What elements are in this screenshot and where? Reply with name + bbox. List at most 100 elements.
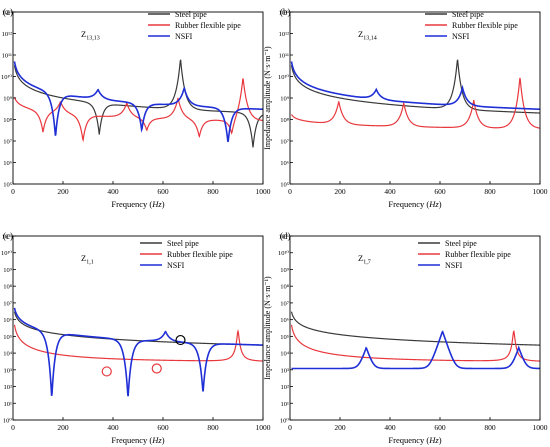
x-tick-label: 600 [157,187,169,196]
legend-entry-0: Steel pipe [167,239,199,248]
y-tick-label: 10⁷ [3,139,12,146]
y-tick-label: 10¹ [4,401,13,408]
y-tick-label: 10⁵ [3,182,12,189]
inner-curve-label: Z13,13 [81,29,100,42]
legend: Steel pipe Rubber flexible pipe NSFI [140,239,233,270]
x-tick-label: 200 [57,423,69,432]
series-line-1 [290,77,540,129]
y-tick-label: 10¹² [279,31,289,38]
y-tick-label: 10¹¹ [279,234,289,241]
x-tick-label: 800 [207,187,219,196]
y-tick-label: 10⁸ [3,117,13,124]
series-line-2 [13,307,263,397]
y-tick-label: 10¹³ [2,10,12,17]
y-tick-label: 10⁹ [3,267,13,274]
x-axis-label: Frequency (Hz) [388,435,441,445]
y-tick-label: 10⁶ [280,160,289,167]
x-tick-label: 800 [484,187,496,196]
series-line-2 [13,61,263,143]
y-tick-label: 10³ [281,367,290,374]
x-tick-label: 0 [11,187,15,196]
panel-label: (b) [280,7,291,17]
y-axis-label: Impedance amplitude (N·s·m⁻¹) [263,46,272,150]
y-tick-label: 10⁸ [280,284,290,291]
annotation-circle-2 [151,363,162,374]
series-line-2 [291,330,540,370]
y-tick-label: 10⁵ [280,334,289,341]
chart-panel-1: 0 200 400 600 800 1000 10⁵ 10⁶ 10⁷ 10⁸ 10⁹ 10¹⁰ 10¹¹… [263,7,548,209]
x-tick-label: 0 [288,187,292,196]
y-tick-label: 10⁷ [3,300,12,307]
legend-entry-1: Rubber flexible pipe [445,250,511,259]
inner-curve-label: Z1,1 [81,253,94,266]
x-tick-label: 800 [207,423,219,432]
y-tick-label: 10⁶ [280,317,289,324]
y-tick-label: 10² [281,384,290,391]
inner-curve-label: Z1,7 [358,253,371,266]
x-tick-label: 1000 [533,423,548,432]
x-tick-label: 0 [288,423,292,432]
y-axis-label: Impedance amplitude (N·s·m⁻¹) [263,276,272,380]
panel-label: (c) [3,231,13,241]
legend-entry-2: NSFI [175,32,193,41]
chart-panel-3: 0 200 400 600 800 1000 10⁰ 10¹ 10² 10³ 10⁴ 10⁵ 10⁶ 10… [263,231,548,445]
x-axis-label: Frequency (Hz) [111,199,164,209]
x-tick-label: 1000 [256,187,271,196]
plot-frame [12,235,264,421]
annotation-circle-1 [101,366,112,377]
y-tick-label: 10¹¹ [2,234,12,241]
y-tick-label: 10⁸ [280,117,290,124]
x-tick-label: 400 [384,187,396,196]
series-line-2 [290,61,540,111]
y-tick-label: 10⁸ [3,284,13,291]
y-tick-label: 10⁴ [280,351,290,358]
y-tick-label: 10⁵ [280,182,289,189]
y-tick-label: 10¹² [2,31,12,38]
panel-label: (d) [280,231,291,241]
x-tick-label: 1000 [533,187,548,196]
x-tick-label: 400 [107,423,119,432]
series-line-0 [290,59,540,114]
y-tick-label: 10⁵ [3,334,12,341]
y-tick-label: 10¹⁰ [278,250,289,257]
y-tick-label: 10⁶ [3,317,12,324]
y-tick-label: 10⁹ [3,96,13,103]
series-line-0 [13,59,263,148]
y-tick-label: 10⁷ [280,139,289,146]
y-tick-label: 10⁴ [3,351,13,358]
y-tick-label: 10⁹ [280,267,290,274]
x-tick-label: 600 [157,423,169,432]
y-tick-label: 10³ [4,367,13,374]
inner-curve-label: Z13,14 [358,29,377,42]
x-tick-label: 800 [484,423,496,432]
y-tick-label: 10⁹ [280,96,290,103]
legend-entry-1: Rubber flexible pipe [452,21,518,30]
y-tick-label: 10¹⁰ [1,250,12,257]
y-tick-label: 10² [4,384,13,391]
legend-entry-2: NSFI [445,261,463,270]
series-line-0 [290,311,540,346]
legend: Steel pipe Rubber flexible pipe NSFI [425,10,518,41]
legend-entry-1: Rubber flexible pipe [175,21,241,30]
y-tick-label: 10¹⁰ [1,74,12,81]
x-tick-label: 400 [107,187,119,196]
legend: Steel pipe Rubber flexible pipe NSFI [418,239,511,270]
plot-frame [12,11,264,185]
y-tick-label: 10¹ [281,401,290,408]
x-axis-label: Frequency (Hz) [388,199,441,209]
x-tick-label: 600 [434,187,446,196]
x-tick-label: 600 [434,423,446,432]
legend-entry-1: Rubber flexible pipe [167,250,233,259]
y-tick-label: 10⁷ [280,300,289,307]
plot-frame [289,235,541,421]
series-line-1 [290,324,540,362]
chart-panel-2: 0 200 400 600 800 1000 10⁰ 10¹ 10² 10³ 10⁴ 10⁵ 10⁶ 10… [1,231,271,445]
x-tick-label: 0 [11,423,15,432]
legend-entry-2: NSFI [452,32,470,41]
legend-entry-0: Steel pipe [175,10,207,19]
y-tick-label: 10¹³ [279,10,289,17]
y-tick-label: 10¹¹ [2,53,12,60]
y-tick-label: 10¹¹ [279,53,289,60]
series-line-1 [13,78,263,143]
legend-entry-2: NSFI [167,261,185,270]
